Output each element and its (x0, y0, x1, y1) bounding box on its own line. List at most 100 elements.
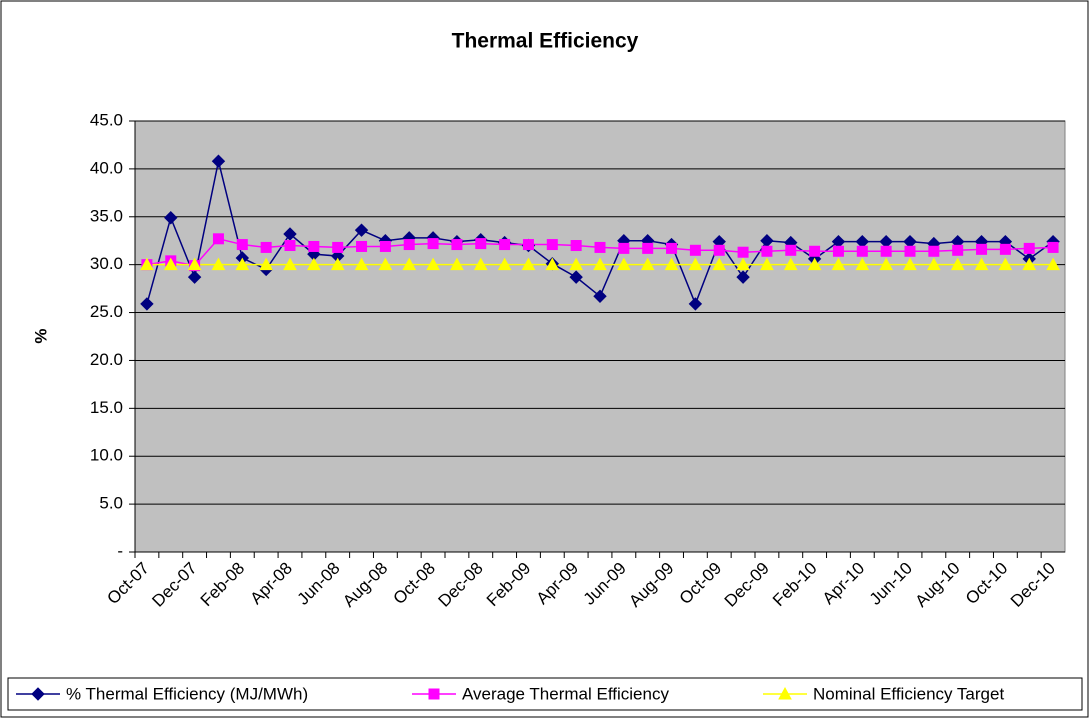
data-point (904, 245, 916, 257)
data-point (617, 257, 631, 271)
y-tick-label: 30.0 (90, 254, 123, 273)
data-point (807, 257, 822, 271)
y-axis-label: % (31, 328, 50, 343)
legend-marker (31, 687, 45, 701)
data-point (1022, 257, 1037, 271)
data-point (928, 245, 940, 257)
data-point (546, 239, 558, 251)
data-point (545, 257, 560, 271)
data-point (688, 297, 703, 311)
data-point (259, 257, 273, 271)
data-point (354, 257, 369, 271)
data-point (903, 257, 917, 271)
y-tick-label: 35.0 (90, 206, 123, 225)
data-point (235, 257, 250, 271)
data-point (761, 245, 773, 257)
data-point (783, 257, 798, 271)
data-point (403, 239, 415, 251)
data-point (378, 257, 393, 271)
data-point (284, 240, 296, 252)
data-point (664, 257, 679, 271)
data-point (832, 245, 844, 257)
legend-label: Average Thermal Efficiency (462, 684, 669, 703)
data-point (475, 238, 487, 250)
data-point (402, 257, 417, 271)
data-point (427, 238, 439, 250)
data-point (855, 257, 870, 271)
data-point (666, 242, 678, 254)
y-tick-label: 10.0 (90, 446, 123, 465)
data-point (713, 244, 725, 256)
data-point (688, 257, 703, 271)
data-point (1047, 241, 1059, 253)
data-point (737, 246, 749, 258)
data-point (356, 240, 368, 252)
data-point (212, 233, 224, 245)
legend-label: Nominal Efficiency Target (813, 684, 1004, 703)
data-point (593, 289, 607, 303)
data-point (974, 257, 989, 271)
data-point (379, 240, 391, 252)
y-tick-label: - (117, 541, 123, 560)
data-point (187, 257, 202, 271)
data-point (927, 257, 941, 271)
y-tick-label: 40.0 (90, 158, 123, 177)
data-point (451, 239, 463, 251)
y-tick-label: 15.0 (90, 398, 123, 417)
data-point (163, 257, 178, 271)
data-point (140, 257, 154, 271)
data-point (283, 257, 297, 271)
data-point (211, 257, 226, 271)
data-point (618, 242, 630, 254)
data-point (1046, 257, 1060, 271)
legend-label: % Thermal Efficiency (MJ/MWh) (66, 684, 308, 703)
data-point (998, 257, 1013, 271)
data-point (736, 270, 750, 284)
data-point (522, 239, 534, 251)
chart-title: Thermal Efficiency (452, 30, 639, 53)
data-point (809, 245, 821, 257)
data-point (760, 257, 774, 271)
y-tick-label: 5.0 (99, 494, 123, 513)
y-tick-label: 25.0 (90, 302, 123, 321)
data-point (950, 257, 965, 271)
data-point (236, 239, 248, 251)
data-point (499, 239, 511, 251)
data-point (736, 257, 750, 271)
legend-marker (778, 686, 792, 700)
data-point (689, 244, 701, 256)
data-point (426, 257, 440, 271)
data-point (450, 257, 464, 271)
data-point (593, 257, 607, 271)
plot-area (134, 120, 1066, 553)
data-point (594, 241, 606, 253)
data-point (260, 241, 272, 253)
data-point (879, 257, 893, 271)
data-point (999, 243, 1011, 255)
data-point (307, 257, 321, 271)
y-tick-label: 45.0 (90, 110, 123, 129)
data-point (640, 257, 655, 271)
data-point (712, 257, 727, 271)
data-point (332, 241, 344, 253)
data-point (569, 270, 583, 284)
data-point (785, 244, 797, 256)
data-point (642, 242, 654, 254)
data-point (308, 240, 320, 252)
data-point (569, 257, 583, 271)
data-point (187, 270, 202, 284)
data-point (521, 257, 536, 271)
data-point (831, 257, 846, 271)
legend-box (7, 677, 1083, 711)
data-point (473, 257, 488, 271)
data-point (880, 245, 892, 257)
data-point (1023, 242, 1035, 254)
data-point (211, 154, 226, 168)
data-point (330, 257, 345, 271)
data-point (140, 297, 154, 311)
data-point (164, 211, 178, 225)
data-point (354, 223, 369, 237)
data-point (497, 257, 512, 271)
